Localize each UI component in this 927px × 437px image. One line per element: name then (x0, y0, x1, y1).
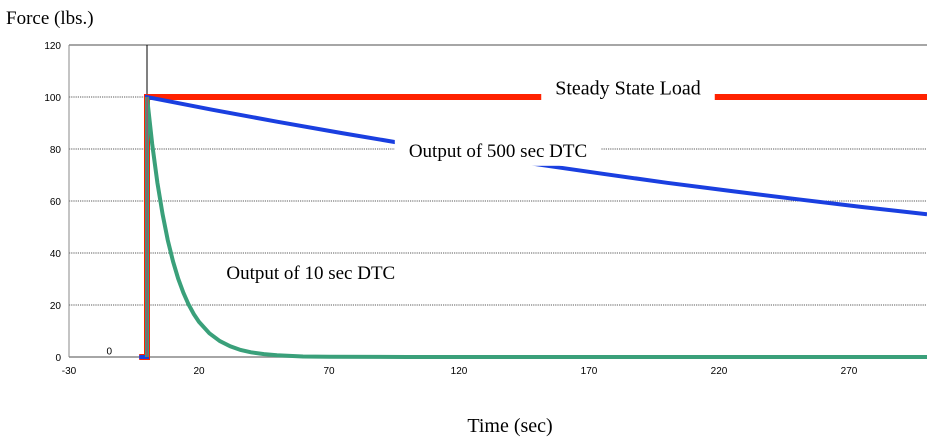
x-tick-label-1: 20 (193, 366, 205, 377)
y-tick-label-0: 0 (55, 353, 61, 364)
x-tick-label-3: 120 (451, 366, 468, 377)
y-axis-label: Force (lbs.) (6, 8, 94, 29)
series-line-0 (139, 94, 927, 360)
x-tick-label-2: 70 (323, 366, 335, 377)
annotation-bg-2 (212, 259, 410, 288)
x-tick-label-0: -30 (62, 366, 77, 377)
x-tick-label-6: 270 (841, 366, 858, 377)
y-tick-label-5: 100 (44, 93, 61, 104)
y-tick-label-2: 40 (50, 249, 62, 260)
tick-labels: 0 20 40 60 80 100 120 -30 20 70 120 170 220 270 (44, 41, 857, 377)
annotation-1: Output of 500 sec DTC (409, 141, 587, 162)
series-line-2 (145, 96, 927, 359)
annotation-bg-0 (541, 73, 715, 104)
series-lines (139, 94, 927, 360)
annotations: Steady State Load Output of 500 sec DTC Ou… (107, 73, 715, 357)
annotation-bg-1 (394, 136, 602, 166)
x-tick-label-4: 170 (581, 366, 598, 377)
annotation-2: Output of 10 sec DTC (226, 263, 395, 284)
y-tick-label-4: 80 (50, 145, 62, 156)
x-axis-label: Time (sec) (467, 415, 552, 437)
y-tick-label-1: 20 (50, 301, 62, 312)
x-tick-label-5: 220 (711, 366, 728, 377)
annotation-3: 0 (107, 346, 113, 357)
annotation-0: Steady State Load (555, 77, 701, 99)
y-tick-label-3: 60 (50, 197, 62, 208)
y-tick-label-6: 120 (44, 41, 61, 52)
series-line-1 (139, 94, 927, 359)
